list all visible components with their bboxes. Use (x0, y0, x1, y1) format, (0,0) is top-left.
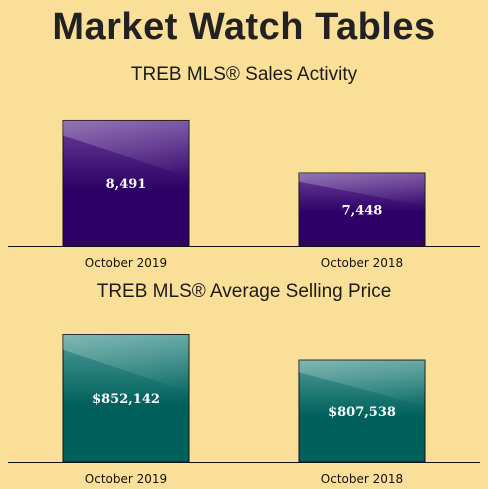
price-chart-title: TREB MLS® Average Selling Price (96, 281, 392, 302)
page-title: Market Watch Tables (52, 6, 436, 48)
sales-data-label-1: 7,448 (342, 204, 383, 219)
sales-tick-label-1: October 2018 (321, 256, 403, 270)
price-data-label-0: $852,142 (92, 392, 160, 407)
price-tick-label-1: October 2018 (321, 472, 403, 486)
average-price-chart: $852,142 October 2019 $807,538 October 2018 (8, 333, 480, 486)
sales-bar-sheen-0 (63, 120, 189, 177)
sales-bar-sheen-1 (299, 173, 425, 206)
price-bar-sheen-0 (63, 334, 189, 392)
sales-tick-label-0: October 2019 (85, 256, 167, 270)
sales-data-label-0: 8,491 (106, 177, 147, 192)
price-data-label-1: $807,538 (328, 405, 396, 420)
sales-activity-chart: 8,491 October 2019 7,448 October 2018 (8, 119, 480, 270)
sales-chart-title: TREB MLS® Sales Activity (130, 64, 358, 85)
price-tick-label-0: October 2019 (85, 472, 167, 486)
price-bar-sheen-1 (299, 360, 425, 406)
